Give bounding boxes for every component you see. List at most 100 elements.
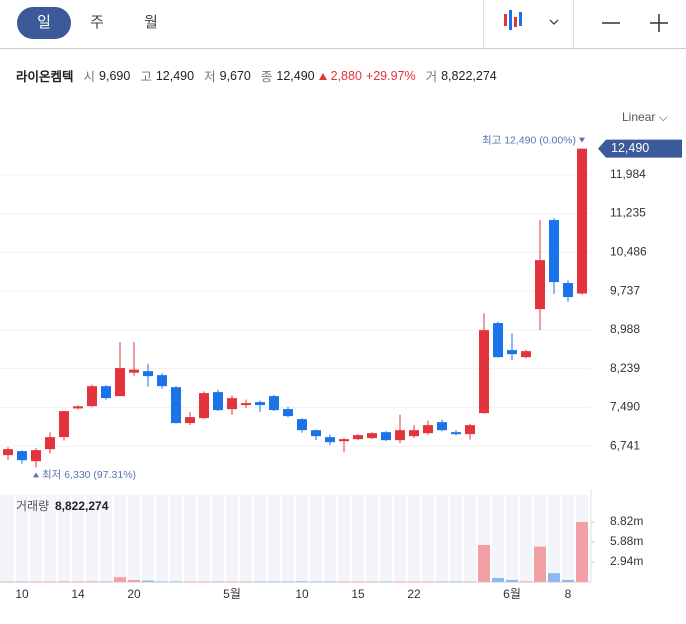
value: 12,490 — [276, 68, 315, 83]
x-tick-label: 8 — [565, 587, 572, 601]
volume-bar — [128, 579, 140, 582]
volume-bar — [422, 581, 434, 583]
candle-body — [577, 148, 587, 294]
y-tick-label: 8,239 — [610, 361, 640, 375]
volume-bar — [324, 581, 336, 583]
volume-bar — [366, 581, 378, 583]
candle-body — [129, 369, 139, 373]
zoom-buttons[interactable] — [596, 10, 676, 36]
volume-bar — [86, 581, 98, 583]
candle-body — [59, 411, 69, 438]
volume-bar — [282, 581, 294, 583]
candle-body — [3, 449, 13, 456]
x-tick-label: 15 — [351, 587, 365, 601]
candle-body — [493, 323, 503, 358]
candle-body — [17, 451, 27, 461]
volume-bar — [310, 581, 322, 583]
volume-bar — [212, 581, 224, 583]
candle-body — [73, 406, 83, 409]
y-tick-label: 10,486 — [610, 245, 647, 259]
max-label: 최고 12,490 (0.00%) — [482, 134, 576, 146]
candle-body — [451, 432, 461, 435]
volume-bar — [520, 581, 532, 583]
candle-body — [353, 435, 363, 440]
x-tick-label: 22 — [407, 587, 421, 601]
volume-bar — [548, 573, 560, 582]
label: 저 — [204, 70, 216, 84]
candle-body — [367, 433, 377, 439]
candle-body — [507, 350, 517, 355]
volume-bar — [408, 581, 420, 583]
volume-bar — [44, 581, 56, 583]
volume-bar — [2, 581, 14, 583]
chart-type-button[interactable] — [500, 8, 580, 38]
volume-bar — [114, 577, 126, 582]
candle-body — [115, 368, 125, 397]
x-tick-label: 20 — [127, 587, 141, 601]
volume-bar — [534, 546, 546, 582]
volume-bar — [198, 581, 210, 583]
volume-bar — [226, 581, 238, 583]
candle-body — [45, 437, 55, 450]
x-tick-label: 6월 — [503, 587, 521, 601]
volume-tick-label: 2.94m — [610, 554, 643, 568]
value: 9,670 — [219, 68, 251, 83]
volume-bar — [16, 581, 28, 583]
candle-body — [437, 422, 447, 431]
min-label: 최저 6,330 (97.31%) — [42, 469, 136, 481]
candle-body — [549, 220, 559, 283]
volume-bar — [58, 581, 70, 583]
stock-info: 라이온켐텍 시 9,690 고 12,490 저 9,670 종 12,490 2,88… — [16, 66, 497, 85]
volume-bar — [478, 544, 490, 582]
volume-bar — [492, 577, 504, 582]
candle-body — [381, 432, 391, 441]
volume-tick-label: 8.82m — [610, 514, 643, 528]
volume-bar — [380, 581, 392, 583]
candle-body — [339, 439, 349, 442]
scale-label: Linear — [622, 110, 656, 124]
candle-body — [241, 403, 251, 406]
candle-body — [409, 430, 419, 437]
x-tick-label: 14 — [71, 587, 85, 601]
volume-bar — [142, 580, 154, 582]
divider — [483, 0, 484, 48]
volume-title: 거래량 — [16, 499, 49, 513]
volume-bar — [30, 581, 42, 583]
scale-select[interactable]: Linear ⌵ — [622, 110, 668, 124]
tab-day[interactable]: 일 — [17, 7, 71, 39]
y-tick-label: 7,490 — [610, 400, 640, 414]
candle-body — [157, 375, 167, 387]
price-tag — [598, 139, 682, 158]
candle-body — [213, 392, 223, 411]
price-tag-label: 12,490 — [611, 141, 649, 155]
volume-bar — [72, 581, 84, 583]
volume-bar — [394, 581, 406, 583]
volume-bar — [184, 581, 196, 583]
tab-week[interactable]: 주 — [90, 14, 104, 31]
candle-body — [563, 283, 573, 298]
candle-body — [423, 425, 433, 434]
volume-bar — [156, 581, 168, 583]
label: 시 — [83, 70, 96, 84]
tab-month[interactable]: 월 — [144, 14, 158, 31]
candle-body — [171, 387, 181, 424]
volume-bar — [352, 581, 364, 583]
volume-bar — [506, 579, 518, 582]
y-tick-label: 9,737 — [610, 283, 640, 297]
candle-body — [199, 393, 209, 419]
volume-total: 8,822,274 — [55, 499, 109, 513]
up-arrow — [318, 72, 327, 80]
candle-body — [31, 450, 41, 462]
candle-body — [143, 371, 153, 377]
candle-body — [255, 402, 265, 406]
volume-bar — [240, 581, 252, 583]
volume-bar — [100, 581, 112, 583]
label: 종 — [260, 70, 273, 84]
candle-body — [479, 330, 489, 414]
change-pct: +29.97% — [365, 68, 416, 83]
candle-body — [325, 437, 335, 443]
candle-body — [185, 417, 195, 424]
volume-tick-label: 5.88m — [610, 534, 643, 548]
